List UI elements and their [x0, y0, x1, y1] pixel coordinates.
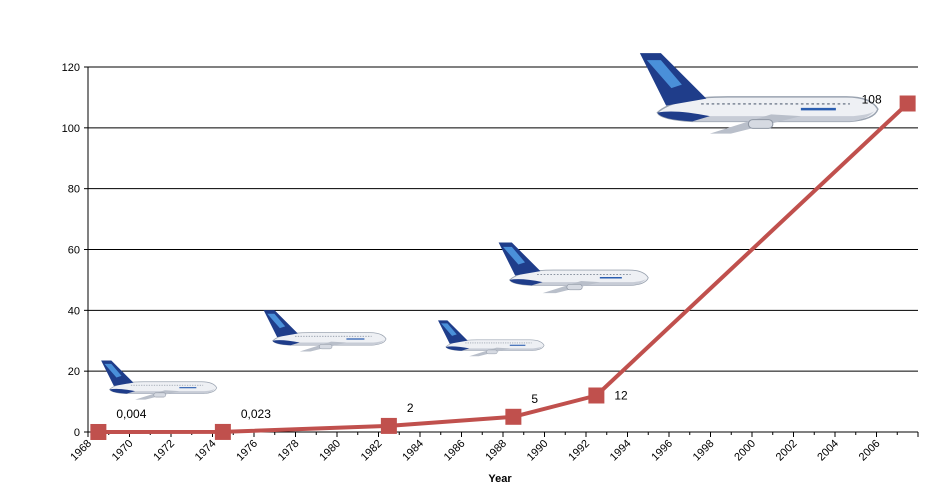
data-point [588, 387, 605, 404]
x-tick-label: 1972 [151, 438, 177, 464]
data-point [380, 417, 397, 434]
aircraft-a300-image [101, 360, 218, 400]
series-line [98, 102, 909, 434]
data-label: 0,023 [241, 407, 271, 421]
data-labels: 0,004 0,023 2 5 12 108 [116, 93, 882, 421]
x-tick-label: 1992 [566, 438, 592, 464]
x-tick-label: 1996 [649, 438, 675, 464]
x-tick-label: 1988 [483, 438, 509, 464]
y-tick-label: 120 [62, 62, 80, 74]
aircraft-a330-image [498, 242, 649, 294]
y-tick-label: 60 [68, 245, 80, 257]
x-tick-label: 2002 [774, 438, 800, 464]
x-tick-label: 2004 [815, 438, 841, 464]
y-tick-label: 20 [68, 366, 80, 378]
x-tick-label: 1976 [234, 438, 260, 464]
x-tick-label: 2000 [732, 438, 758, 464]
data-label: 0,004 [116, 407, 146, 421]
aircraft-a380-image [639, 53, 879, 134]
data-point [899, 95, 916, 112]
data-label: 2 [407, 401, 414, 415]
x-axis-title: Year [488, 473, 512, 485]
x-tick-label: 1990 [525, 438, 551, 464]
data-point [214, 423, 231, 440]
data-label: 108 [862, 93, 882, 107]
x-tick-label: 1968 [68, 438, 94, 464]
data-point [90, 423, 107, 440]
x-tick-label: 1970 [110, 438, 136, 464]
x-tick-label: 1994 [608, 438, 634, 464]
series [90, 95, 916, 440]
x-tick-label: 2006 [857, 438, 883, 464]
x-tick-label: 1984 [400, 438, 426, 464]
y-tick-label: 80 [68, 184, 80, 196]
aircraft-illustrations [101, 53, 879, 400]
x-tick-label: 1978 [276, 438, 302, 464]
x-tick-label: 1986 [442, 438, 468, 464]
data-label: 12 [614, 389, 628, 403]
x-tick-label: 1974 [193, 438, 219, 464]
y-tick-label: 100 [62, 123, 80, 135]
y-tick-label: 40 [68, 305, 80, 317]
x-tick-label: 1982 [359, 438, 385, 464]
axes: 0 20 40 60 80 100 120 1968 1970 1972 1974 1976 1978 1… [62, 62, 919, 464]
aircraft-a320-long-image [263, 310, 387, 352]
aircraft-a320-image [438, 320, 545, 357]
x-tick-label: 1998 [691, 438, 717, 464]
y-tick-label: 0 [74, 427, 80, 439]
data-point [505, 408, 522, 425]
data-label: 5 [531, 392, 538, 406]
x-tick-label: 1980 [317, 438, 343, 464]
